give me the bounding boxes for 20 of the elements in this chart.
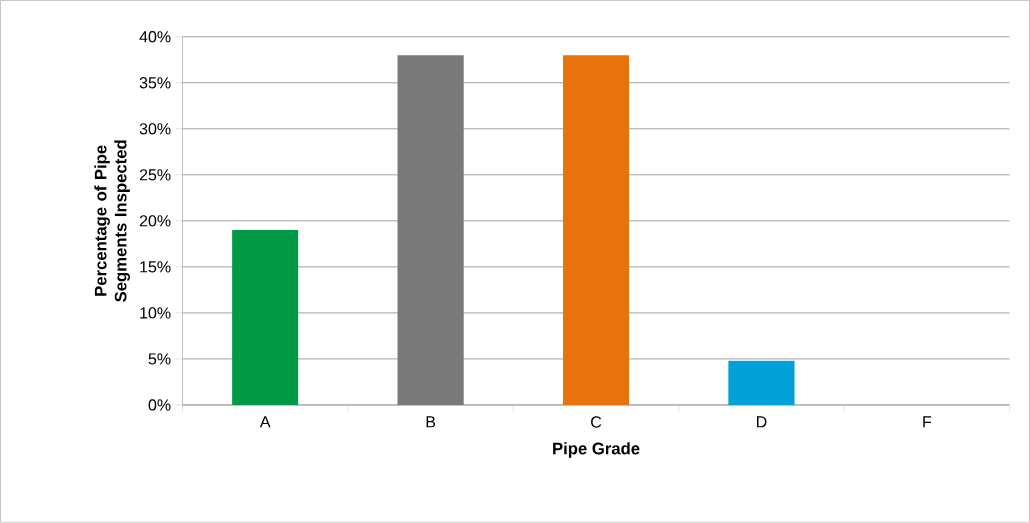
y-axis-title: Percentage of Pipe Segments Inspected — [94, 140, 130, 303]
y-tick-label: 30% — [139, 123, 171, 135]
x-tick-label: C — [591, 416, 602, 428]
y-tick-label: 35% — [139, 77, 171, 89]
y-tick-label: 25% — [139, 169, 171, 181]
x-tick-label: A — [259, 416, 271, 428]
y-tick-label: 5% — [148, 353, 171, 365]
y-tick-label: 15% — [140, 261, 171, 273]
x-tick-label: F — [923, 416, 932, 428]
x-axis-title: Pipe Grade — [553, 442, 640, 458]
bar — [562, 55, 630, 406]
y-tick-label: 0% — [148, 399, 171, 411]
y-tick-label: 20% — [139, 215, 171, 227]
y-tick-label: 40% — [139, 31, 171, 43]
bar — [728, 360, 795, 406]
y-tick-label: 10% — [140, 307, 171, 319]
x-tick-label: B — [426, 416, 436, 428]
x-tick-label: D — [757, 416, 767, 428]
bar — [232, 230, 299, 406]
bar — [397, 55, 464, 406]
